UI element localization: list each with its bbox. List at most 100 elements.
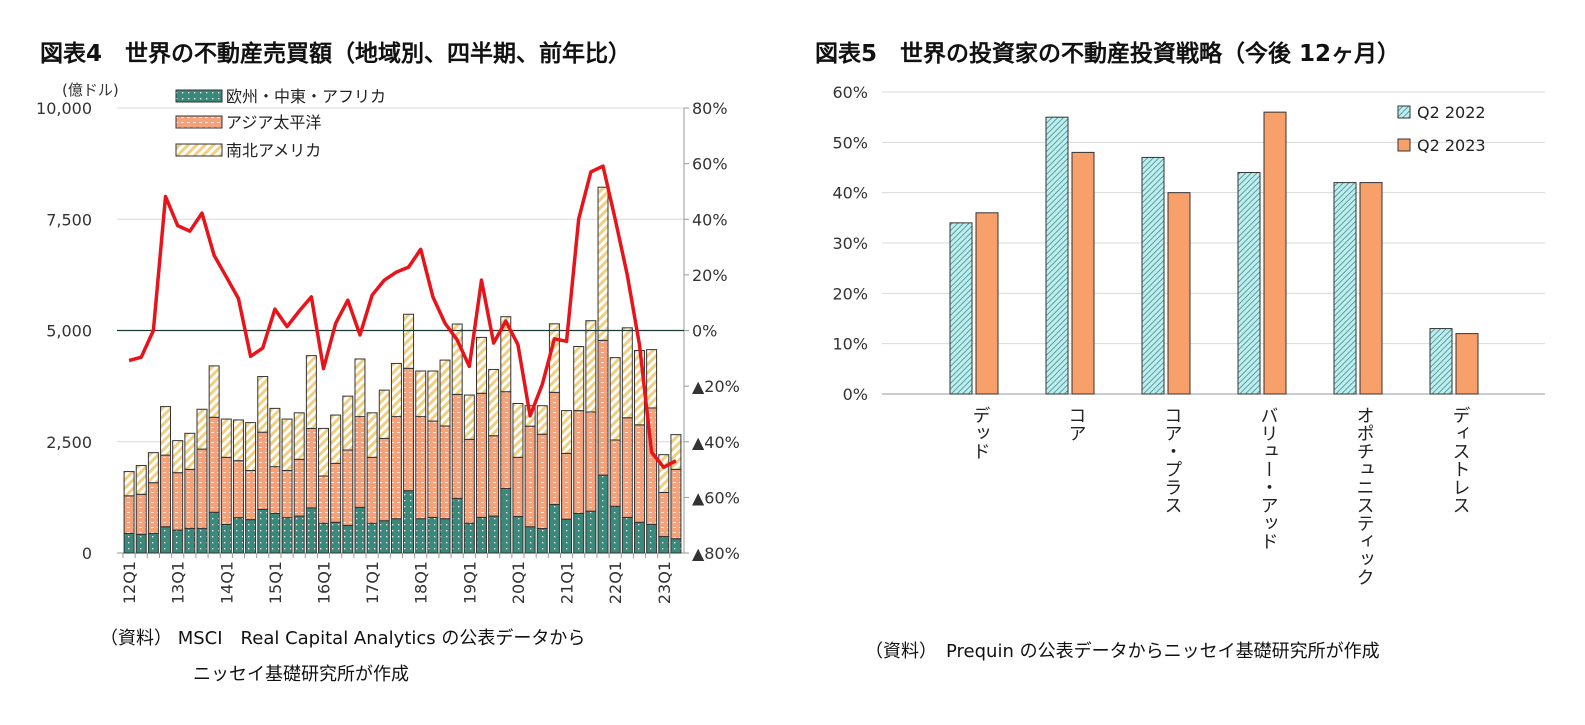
bar-apac xyxy=(463,438,475,524)
bar-americas xyxy=(500,316,512,393)
bar-emea xyxy=(123,532,135,554)
bar-apac xyxy=(196,448,208,529)
y-tick-label: 50% xyxy=(832,133,868,152)
x-tick-label: 17Q1 xyxy=(363,561,382,604)
bar-q2-2023 xyxy=(1263,111,1287,395)
x-tick-label: 13Q1 xyxy=(169,561,188,604)
bar-q2-2022 xyxy=(949,222,973,395)
bar-americas xyxy=(609,357,621,441)
bar-q2-2023 xyxy=(1071,151,1095,395)
category-label: デッド xyxy=(970,406,991,460)
bar-americas xyxy=(269,407,281,468)
bar-apac xyxy=(609,439,621,507)
bar-emea xyxy=(196,527,208,554)
legend-swatch xyxy=(1397,138,1411,152)
y-tick-label: 5,000 xyxy=(46,322,92,341)
bar-apac xyxy=(257,431,269,510)
bar-emea xyxy=(658,536,670,554)
bar-americas xyxy=(427,370,439,422)
bar-americas xyxy=(257,376,269,433)
bar-emea xyxy=(597,474,609,554)
figure4-chart: 0 2,500 5,000 7,500 10,000(億ドル) ▲80% ▲60% ▲40% ▲… xyxy=(36,81,740,604)
bar-apac xyxy=(318,475,329,524)
bar-q2-2023 xyxy=(1359,182,1383,395)
bar-americas xyxy=(220,418,232,458)
legend-swatch xyxy=(175,89,223,103)
bar-emea xyxy=(147,532,159,554)
bar-apac xyxy=(269,466,281,514)
bar-apac xyxy=(305,427,317,509)
bar-emea xyxy=(476,516,487,554)
bar-americas xyxy=(330,414,342,464)
bar-apac xyxy=(342,449,354,526)
figure4-source-line2: ニッセイ基礎研究所が作成 xyxy=(193,664,409,685)
x-tick-label: 23Q1 xyxy=(655,561,674,604)
bar-americas xyxy=(621,327,633,419)
bar-emea xyxy=(318,522,329,554)
x-tick-label: 19Q1 xyxy=(460,561,479,604)
bar-q2-2022 xyxy=(1045,116,1069,395)
bar-apac xyxy=(123,495,135,534)
bar-emea xyxy=(488,515,500,554)
bar-emea xyxy=(415,518,427,554)
y2-tick-label: ▲80% xyxy=(692,544,740,563)
bar-q2-2023 xyxy=(1455,333,1479,395)
bar-americas xyxy=(403,313,415,369)
bar-emea xyxy=(172,529,184,554)
bar-apac xyxy=(415,416,427,520)
bar-americas xyxy=(670,434,682,470)
bar-emea xyxy=(500,487,512,554)
category-label: バリュー・アッド xyxy=(1258,406,1279,550)
bar-emea xyxy=(378,520,390,554)
bar-emea xyxy=(573,512,585,554)
x-tick-label: 14Q1 xyxy=(217,561,236,604)
bar-emea xyxy=(463,522,475,554)
bar-americas xyxy=(488,368,500,437)
bar-americas xyxy=(135,465,147,495)
bar-americas xyxy=(172,440,184,474)
legend-label: 欧州・中東・アフリカ xyxy=(226,87,386,106)
bar-emea xyxy=(524,526,536,554)
figure5-chart: 0% 10% 20% 30% 40% 50% 60% デッド コア コア・プラス バリュー・アッド オ… xyxy=(832,83,1545,586)
bar-emea xyxy=(427,516,439,554)
bar-americas xyxy=(232,419,244,462)
y2-tick-label: 80% xyxy=(692,99,728,118)
y-axis-unit: (億ドル) xyxy=(62,81,119,99)
bar-emea xyxy=(208,511,220,554)
x-tick-label: 21Q1 xyxy=(558,561,577,604)
y-tick-label: 0% xyxy=(843,385,868,404)
x-tick-label: 20Q1 xyxy=(509,561,528,604)
bar-emea xyxy=(184,527,196,554)
y-tick-label: 20% xyxy=(832,284,868,303)
bar-apac xyxy=(476,392,487,518)
bar-emea xyxy=(269,512,281,554)
bar-americas xyxy=(305,355,317,429)
y2-tick-label: ▲20% xyxy=(692,377,740,396)
bar-apac xyxy=(597,339,609,476)
bar-apac xyxy=(500,391,512,489)
y2-tick-label: 60% xyxy=(692,155,728,174)
y-tick-label: 30% xyxy=(832,234,868,253)
figure5-title: 図表5 世界の投資家の不動産投資戦略（今後 12ヶ月） xyxy=(815,41,1401,67)
category-label: コア・プラス xyxy=(1162,406,1183,514)
bar-emea xyxy=(257,508,269,554)
bar-apac xyxy=(451,393,463,499)
bar-apac xyxy=(135,493,147,535)
y-tick-label: 40% xyxy=(832,184,868,203)
bar-apac xyxy=(293,458,305,517)
bar-emea xyxy=(330,521,342,554)
bar-americas xyxy=(451,323,463,395)
bar-emea xyxy=(354,506,366,554)
category-label: ディストレス xyxy=(1450,406,1471,514)
x-tick-label: 15Q1 xyxy=(266,561,285,604)
bar-emea xyxy=(439,518,451,554)
bar-emea xyxy=(403,490,415,554)
bar-emea xyxy=(536,528,548,554)
bar-apac xyxy=(281,469,293,519)
x-tick-label: 22Q1 xyxy=(606,561,625,604)
bar-americas xyxy=(293,412,305,460)
bar-americas xyxy=(658,454,670,493)
bar-q2-2022 xyxy=(1237,172,1261,395)
legend-label: 南北アメリカ xyxy=(226,141,321,160)
legend-swatch xyxy=(175,115,223,129)
